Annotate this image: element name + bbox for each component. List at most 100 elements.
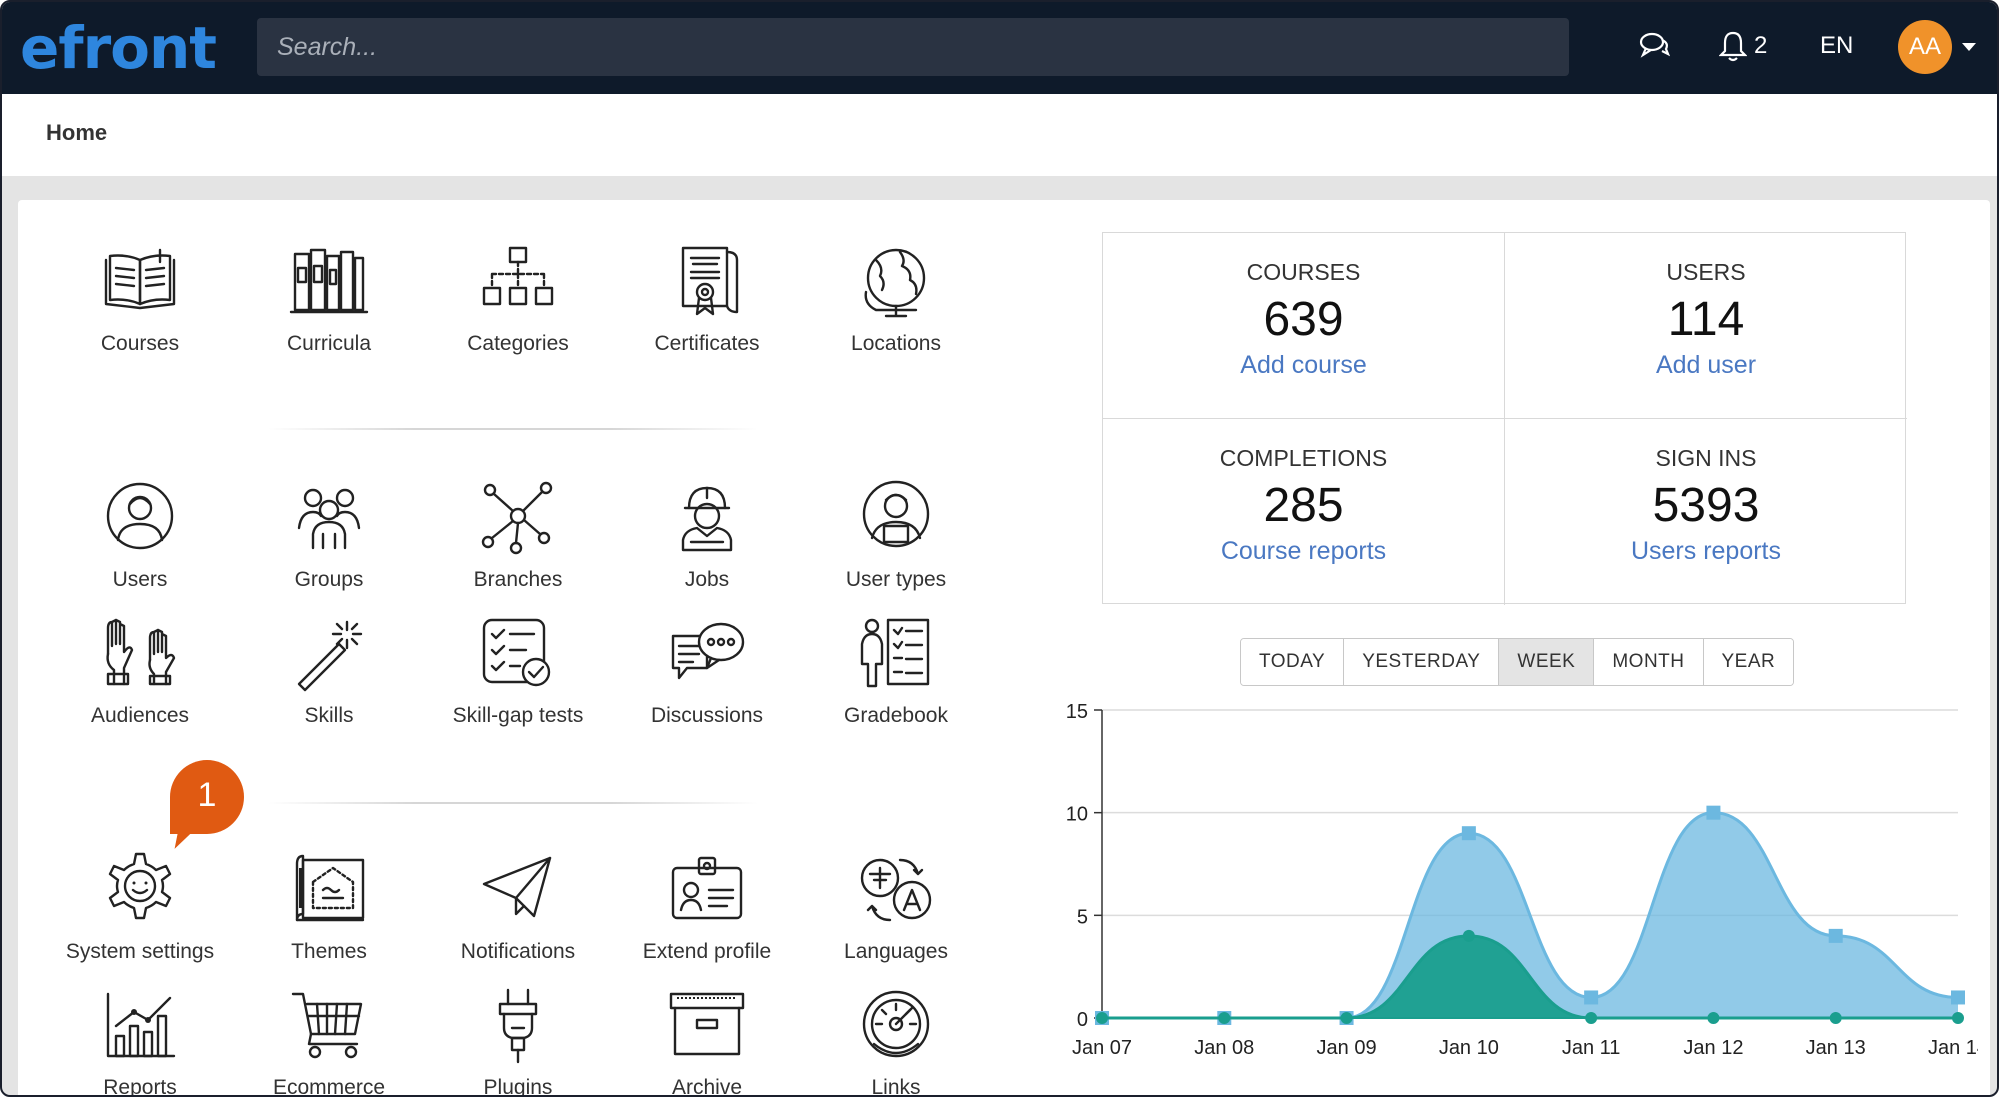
tile-notifications[interactable]: Notifications: [428, 850, 608, 964]
tile-gradebook[interactable]: Gradebook: [806, 614, 986, 728]
tile-label: Branches: [473, 568, 563, 591]
y-tick-label: 0: [1077, 1009, 1088, 1031]
breadcrumb-home: Home: [46, 120, 108, 145]
stat-value: 285: [1263, 479, 1344, 532]
tile-label: Languages: [844, 940, 948, 963]
top-bar: efront 2 EN AA: [2, 2, 1997, 94]
tile-curricula[interactable]: Curricula: [239, 242, 419, 356]
tile-label: Reports: [103, 1076, 177, 1097]
course-reports-link[interactable]: Course reports: [1220, 537, 1387, 565]
archive-box-icon: [669, 992, 745, 1056]
tile-label: Links: [871, 1076, 921, 1097]
stat-completions: COMPLETIONS 285 Course reports: [1103, 419, 1505, 605]
tile-label: Curricula: [286, 332, 372, 355]
stat-users: USERS 114 Add user: [1505, 233, 1907, 419]
stat-title: COMPLETIONS: [1219, 445, 1388, 471]
stat-courses: COURSES 639 Add course: [1103, 233, 1505, 419]
chevron-down-icon[interactable]: [1962, 43, 1976, 51]
tile-label: Extend profile: [642, 940, 772, 963]
avatar[interactable]: AA: [1898, 20, 1952, 74]
main-panel: Courses Curricula Categories Certificates Lo…: [18, 200, 1990, 1097]
user-icon: [106, 482, 174, 550]
translate-icon: [860, 858, 932, 922]
stat-value: 5393: [1652, 479, 1760, 532]
breadcrumb: Home: [2, 94, 1997, 176]
tile-label: User types: [845, 568, 947, 591]
language-selector[interactable]: EN: [1820, 32, 1854, 59]
period-button-month[interactable]: MONTH: [1594, 639, 1704, 685]
book-icon: [104, 248, 176, 310]
add-course-link[interactable]: Add course: [1240, 351, 1367, 379]
tile-label: System settings: [65, 940, 215, 963]
tile-system-settings[interactable]: System settings: [50, 850, 230, 964]
tile-extend-profile[interactable]: Extend profile: [617, 850, 797, 964]
search-input[interactable]: [257, 18, 1569, 76]
tile-groups[interactable]: Groups: [239, 478, 419, 592]
tile-skill-gap-tests[interactable]: Skill-gap tests: [428, 614, 608, 728]
period-button-today[interactable]: TODAY: [1241, 639, 1345, 685]
chat-bubbles-icon: [671, 622, 745, 680]
tile-users[interactable]: Users: [50, 478, 230, 592]
tile-label: Archive: [671, 1076, 743, 1097]
tile-certificates[interactable]: Certificates: [617, 242, 797, 356]
data-point: [1706, 805, 1721, 820]
period-button-week[interactable]: WEEK: [1499, 639, 1595, 685]
data-point: [1951, 990, 1965, 1005]
stats-grid: COURSES 639 Add course USERS 114 Add use…: [1102, 232, 1907, 605]
tile-label: Audiences: [90, 704, 190, 727]
dashboard-icon: [862, 990, 930, 1058]
tile-plugins[interactable]: Plugins: [428, 986, 608, 1097]
tile-courses[interactable]: Courses: [50, 242, 230, 356]
tile-label: Discussions: [650, 704, 764, 727]
tile-branches[interactable]: Branches: [428, 478, 608, 592]
users-reports-link[interactable]: Users reports: [1630, 537, 1782, 565]
tile-categories[interactable]: Categories: [428, 242, 608, 356]
separator: [268, 428, 758, 430]
tile-label: Plugins: [483, 1076, 553, 1097]
period-selector: TODAY YESTERDAY WEEK MONTH YEAR: [1240, 638, 1795, 686]
x-tick-label: Jan 09: [1317, 1037, 1377, 1059]
cart-icon: [291, 992, 363, 1059]
tile-links[interactable]: Links: [806, 986, 986, 1097]
bell-icon[interactable]: [1718, 30, 1748, 67]
tile-ecommerce[interactable]: Ecommerce: [239, 986, 419, 1095]
tile-themes[interactable]: Themes: [239, 850, 419, 964]
notification-count[interactable]: 2: [1754, 32, 1768, 59]
period-button-yesterday[interactable]: YESTERDAY: [1344, 639, 1500, 685]
tile-locations[interactable]: Locations: [806, 242, 986, 356]
tile-label: Skills: [304, 704, 354, 727]
efront-logo[interactable]: efront: [20, 14, 217, 82]
tile-label: Categories: [467, 332, 569, 355]
stat-title: USERS: [1666, 259, 1746, 285]
stat-title: SIGN INS: [1655, 445, 1757, 471]
stat-title: COURSES: [1246, 259, 1361, 285]
x-tick-label: Jan 14: [1928, 1037, 1978, 1059]
tile-audiences[interactable]: Audiences: [50, 614, 230, 728]
tile-skills[interactable]: Skills: [239, 614, 419, 728]
tile-reports[interactable]: Reports: [50, 986, 230, 1097]
tile-label: Jobs: [684, 568, 730, 591]
checklist-icon: [482, 618, 551, 687]
x-tick-label: Jan 10: [1439, 1037, 1499, 1059]
id-card-icon: [671, 856, 743, 920]
data-point: [1462, 929, 1475, 942]
paper-plane-icon: [482, 856, 552, 918]
data-point: [1584, 990, 1599, 1005]
tile-languages[interactable]: Languages: [806, 850, 986, 964]
x-tick-label: Jan 13: [1806, 1037, 1866, 1059]
tile-user-types[interactable]: User types: [806, 478, 986, 592]
tile-discussions[interactable]: Discussions: [617, 614, 797, 728]
y-tick-label: 5: [1077, 906, 1088, 928]
tile-label: Themes: [291, 940, 367, 963]
chat-icon[interactable]: [1638, 30, 1671, 65]
tile-archive[interactable]: Archive: [617, 986, 797, 1097]
period-button-year[interactable]: YEAR: [1703, 639, 1794, 685]
tile-jobs[interactable]: Jobs: [617, 478, 797, 592]
add-user-link[interactable]: Add user: [1655, 351, 1757, 379]
user-type-icon: [862, 480, 930, 548]
network-icon: [481, 481, 553, 555]
tile-label: Notifications: [460, 940, 576, 963]
chart-icon: [106, 992, 176, 1058]
hierarchy-icon: [482, 246, 554, 306]
